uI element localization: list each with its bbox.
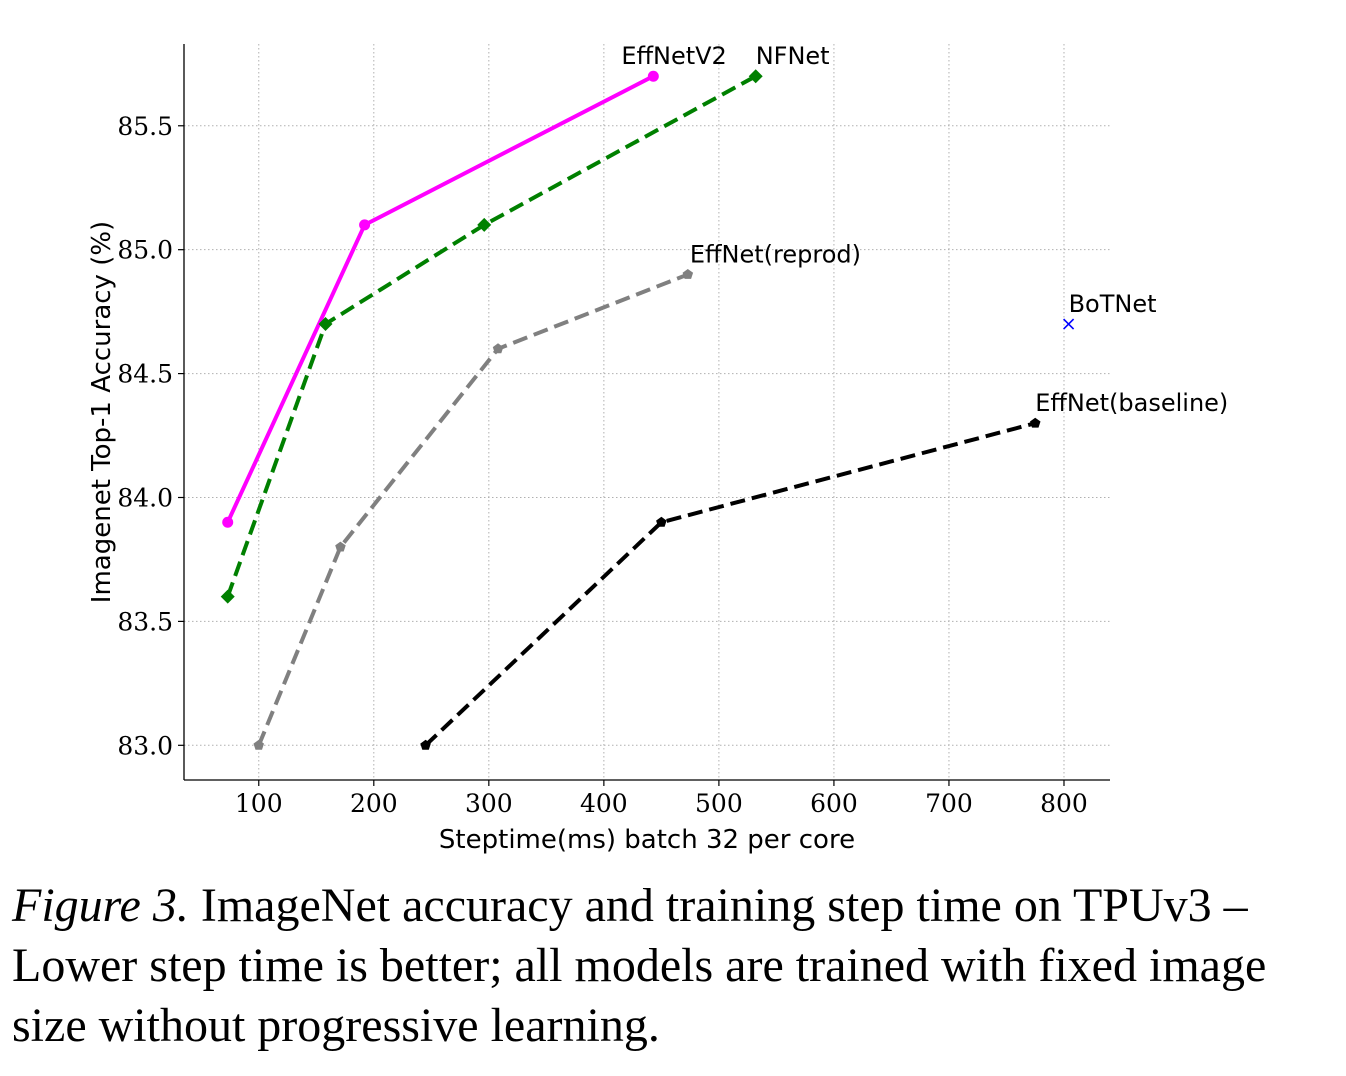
x-tick-label: 400 [580,789,628,818]
data-point [220,589,235,604]
data-point [253,739,264,750]
data-point [1063,318,1075,330]
y-tick-label: 83.5 [117,607,173,636]
x-tick-label: 600 [810,789,858,818]
x-tick-label: 500 [695,789,743,818]
data-point [647,70,659,82]
series-label: EffNetV2 [621,42,727,70]
data-point [420,739,431,750]
series-label: EffNet(reprod) [690,240,861,268]
figure-label: Figure 3. [12,879,189,932]
x-axis-label: Steptime(ms) batch 32 per core [439,825,855,855]
data-point [477,217,492,232]
x-tick-label: 100 [235,789,283,818]
series-line [424,421,1036,747]
y-tick-label: 85.5 [117,112,173,141]
x-tick-label: 800 [1040,789,1088,818]
series-label: NFNet [756,42,830,70]
x-marker-stroke [1063,318,1075,330]
data-point [748,69,763,84]
series-line [225,74,655,524]
y-tick-label: 83.0 [117,731,173,760]
x-tick-label: 200 [350,789,398,818]
series-botnet [1063,318,1075,330]
series-label: BoTNet [1069,290,1157,318]
series-effnet-reprod [253,269,694,750]
y-tick-label: 84.5 [117,360,173,389]
x-tick-label: 700 [925,789,973,818]
y-tick-label: 85.0 [117,236,173,265]
series-line [256,272,689,747]
data-point [318,317,333,332]
y-axis-label: Imagenet Top-1 Accuracy (%) [87,221,117,603]
series-effnetv2 [222,70,659,528]
series-effnet-baseline [420,417,1041,750]
caption-text: ImageNet accuracy and training step time… [12,879,1267,1052]
y-tick-label: 84.0 [117,483,173,512]
data-point [359,219,371,231]
data-point [222,516,234,528]
x-tick-label: 300 [465,789,513,818]
series-line [225,74,757,598]
series-nfnet [220,69,763,604]
series-labels: EffNetV2 NFNet EffNet(reprod) BoTNet EffNet(… [621,42,1228,417]
ticks: 100 200 300 400 500 600 700 800 83.0 83.5 84.0 84.5… [117,112,1088,818]
data-point [492,343,504,354]
series-label: EffNet(baseline) [1035,389,1228,417]
data-point [1030,417,1041,428]
data-point [656,516,667,527]
data-point [682,269,694,279]
figure-caption: Figure 3. ImageNet accuracy and training… [12,876,1332,1056]
axes [183,44,1110,781]
series [220,69,1075,750]
chart: 100 200 300 400 500 600 700 800 83.0 83.5 84.0 84.5… [87,42,1228,855]
data-point [335,541,346,552]
grid [184,44,1110,780]
